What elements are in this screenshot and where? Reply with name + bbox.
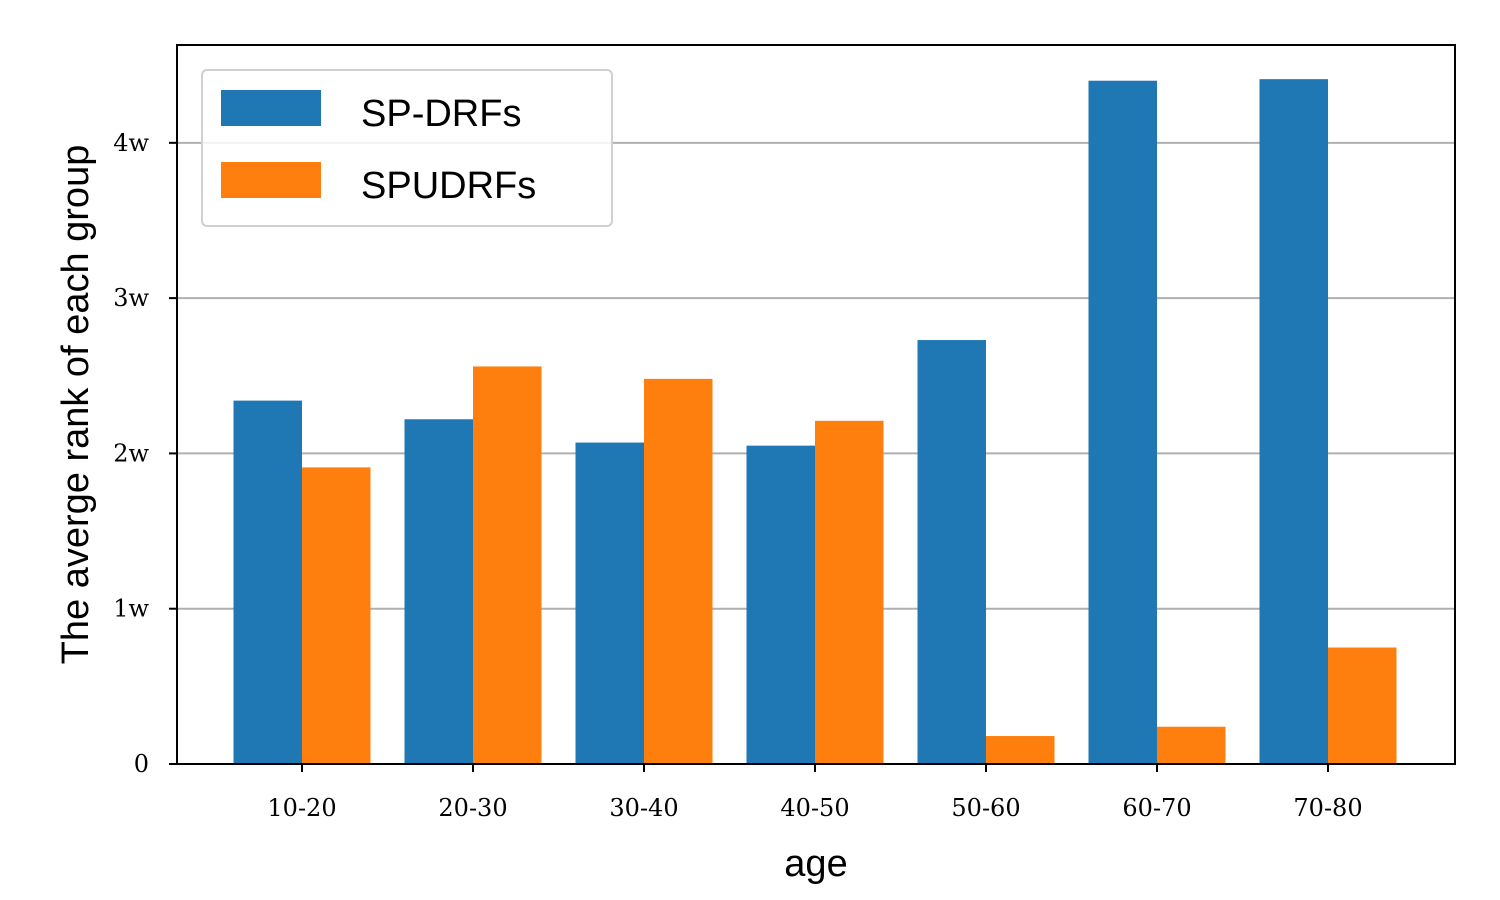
y-axis-ticks: 0 1w 2w 3w 4w [113,129,177,778]
legend-label-spudrfs: SPUDRFs [361,165,536,207]
y-tick-label: 3w [113,284,149,312]
bar-sp-drfs-60-70 [1088,80,1157,765]
bar-sp-drfs-50-60 [917,340,986,764]
bars [233,79,1397,765]
x-axis-title: age [784,843,847,885]
x-tick-label: 10-20 [267,794,336,822]
bar-sp-drfs-10-20 [233,400,302,764]
bar-spudrfs-60-70 [1157,726,1226,764]
y-tick-label: 1w [113,595,149,623]
bar-spudrfs-20-30 [473,366,542,764]
x-tick-label: 50-60 [951,794,1020,822]
bar-sp-drfs-70-80 [1259,79,1328,765]
bar-sp-drfs-30-40 [575,442,644,764]
bar-spudrfs-50-60 [986,736,1055,764]
bar-spudrfs-10-20 [302,467,371,764]
bar-spudrfs-70-80 [1328,647,1397,764]
x-axis-ticks: 10-20 20-30 30-40 40-50 50-60 60-70 70-80 [267,764,1363,822]
x-tick-label: 30-40 [609,794,678,822]
y-axis-title: The averge rank of each group [55,145,97,665]
x-tick-label: 70-80 [1293,794,1362,822]
x-tick-label: 60-70 [1122,794,1191,822]
y-tick-label: 2w [113,439,149,467]
x-tick-label: 40-50 [780,794,849,822]
y-tick-label: 4w [113,129,149,157]
legend-swatch-sp-drfs [221,90,321,126]
legend-swatch-spudrfs [221,162,321,198]
bar-spudrfs-30-40 [644,378,713,764]
bar-sp-drfs-40-50 [746,445,815,764]
legend: SP-DRFs SPUDRFs [201,69,613,227]
bar-spudrfs-40-50 [815,420,884,764]
legend-label-sp-drfs: SP-DRFs [361,93,521,135]
y-tick-label: 0 [134,750,149,778]
x-tick-label: 20-30 [438,794,507,822]
bar-sp-drfs-20-30 [404,419,473,764]
